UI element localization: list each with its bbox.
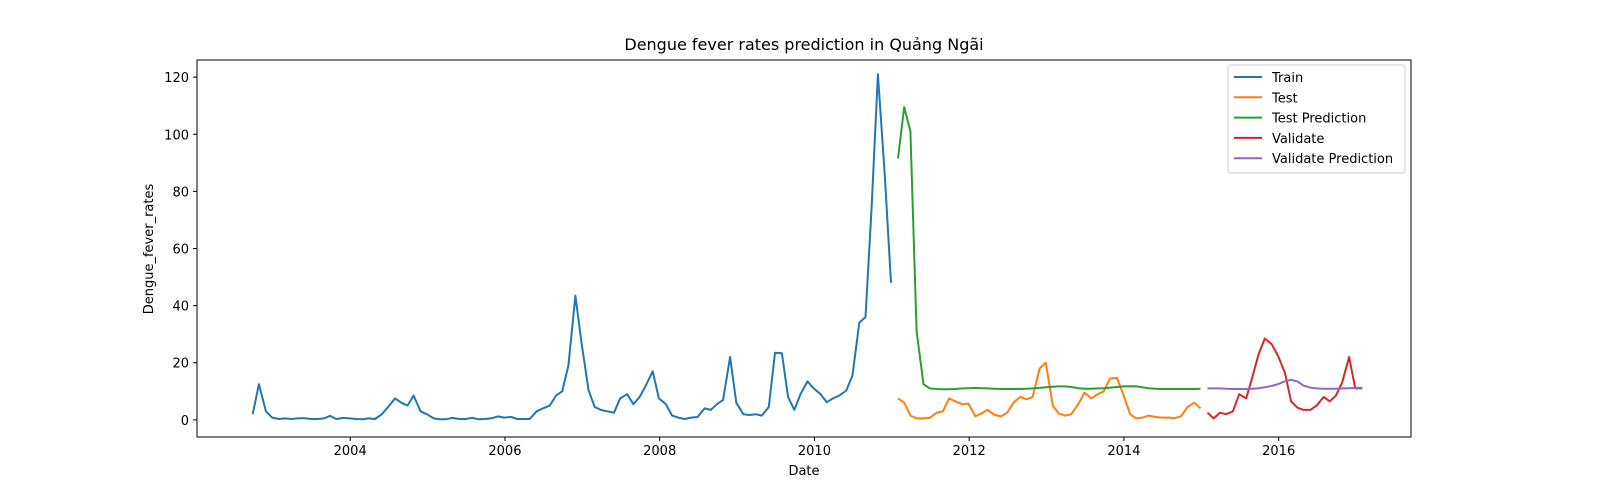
- y-tick-label: 100: [164, 128, 189, 143]
- legend-label-train: Train: [1271, 71, 1303, 86]
- x-tick-label: 2008: [643, 444, 676, 459]
- y-tick-label: 0: [181, 414, 189, 429]
- chart-title: Dengue fever rates prediction in Quảng N…: [624, 35, 983, 54]
- series-line-test: [897, 361, 1202, 420]
- series-line-test-prediction: [897, 106, 1201, 391]
- x-tick-label: 2016: [1262, 444, 1295, 459]
- x-tick-label: 2010: [798, 444, 831, 459]
- x-axis: 2004 2006 2008 2010 2012 2014 2016: [334, 437, 1295, 459]
- x-axis-label: Date: [788, 464, 819, 479]
- y-axis: 0 20 40 60 80 100 120: [164, 71, 197, 429]
- y-tick-label: 60: [172, 243, 189, 258]
- y-tick-label: 80: [172, 185, 189, 200]
- x-tick-label: 2012: [953, 444, 986, 459]
- y-axis-label: Dengue_fever_rates: [142, 184, 157, 315]
- legend-box: [1227, 64, 1406, 174]
- x-tick-label: 2004: [334, 444, 367, 459]
- legend-label-test: Test: [1271, 91, 1298, 106]
- series-layer: [251, 73, 1363, 421]
- series-line-train: [251, 73, 892, 421]
- x-tick-label: 2014: [1107, 444, 1140, 459]
- y-tick-label: 20: [172, 357, 189, 372]
- legend-label-validate: Validate: [1272, 132, 1324, 147]
- x-tick-label: 2006: [488, 444, 521, 459]
- y-tick-label: 120: [164, 71, 189, 86]
- series-line-validate-prediction: [1207, 378, 1363, 390]
- legend-label-test-prediction: Test Prediction: [1271, 112, 1366, 127]
- series-line-validate: [1206, 337, 1363, 420]
- legend-label-validate-prediction: Validate Prediction: [1272, 152, 1393, 167]
- y-tick-label: 40: [172, 300, 189, 315]
- legend: Train Test Test Prediction Validate Validate…: [1227, 64, 1406, 174]
